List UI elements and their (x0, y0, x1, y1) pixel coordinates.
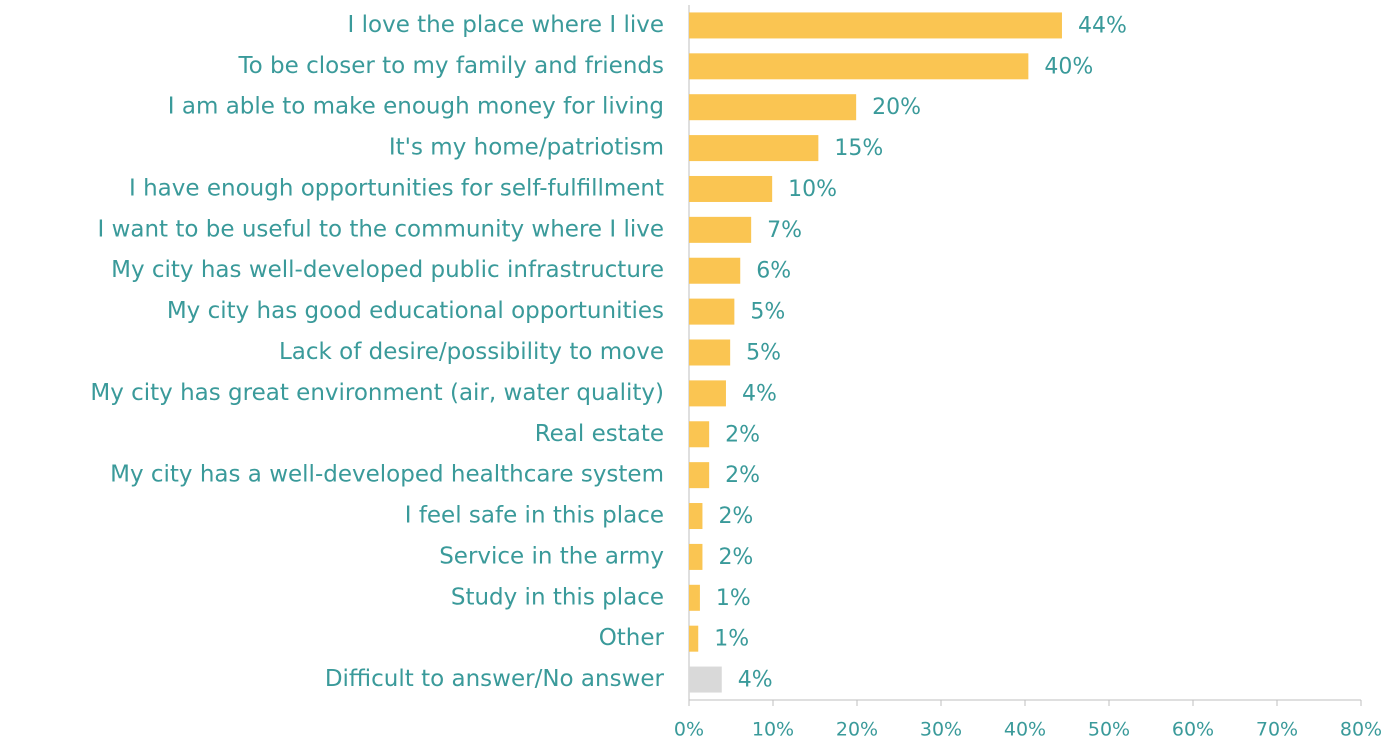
x-tick-label: 0% (674, 719, 704, 740)
x-tick-label: 30% (920, 719, 962, 740)
value-label: 10% (788, 177, 837, 202)
value-label: 20% (872, 95, 921, 120)
value-label: 1% (714, 627, 749, 652)
bar (689, 462, 710, 489)
bar (689, 543, 703, 570)
value-label: 2% (718, 545, 753, 570)
x-tick-label: 20% (836, 719, 878, 740)
category-label: I love the place where I live (348, 12, 664, 38)
bar (689, 216, 752, 243)
category-label: Lack of desire/possibility to move (279, 339, 664, 365)
value-label: 4% (738, 668, 773, 693)
category-label: To be closer to my family and friends (238, 53, 664, 79)
category-label: Difficult to answer/No answer (325, 666, 665, 692)
x-tick-label: 40% (1004, 719, 1046, 740)
x-tick-label: 50% (1088, 719, 1130, 740)
category-label: My city has good educational opportuniti… (167, 298, 664, 324)
bar (689, 339, 731, 366)
value-label: 6% (756, 259, 791, 284)
category-label: Real estate (535, 421, 664, 447)
value-label: 4% (742, 381, 777, 406)
x-tick-label: 60% (1172, 719, 1214, 740)
bar (689, 94, 857, 121)
category-label: Service in the army (439, 543, 664, 569)
category-label: I am able to make enough money for livin… (168, 94, 664, 120)
category-label: My city has well-developed public infras… (111, 257, 664, 283)
value-label: 2% (725, 422, 760, 447)
bar (689, 175, 773, 202)
x-tick-label: 10% (752, 719, 794, 740)
bar (689, 380, 726, 407)
bar (689, 257, 741, 284)
bar (689, 12, 1062, 39)
x-tick-label: 70% (1256, 719, 1298, 740)
value-label: 15% (834, 136, 883, 161)
bar (689, 584, 700, 611)
bar (689, 298, 735, 325)
category-label: Other (599, 625, 665, 651)
value-label: 44% (1078, 13, 1127, 38)
bar (689, 421, 710, 448)
category-label: I have enough opportunities for self-ful… (129, 175, 664, 201)
bar (689, 625, 699, 652)
value-label: 1% (716, 586, 751, 611)
value-label: 7% (767, 218, 802, 243)
category-label: My city has a well-developed healthcare … (110, 462, 664, 488)
value-label: 2% (718, 504, 753, 529)
category-label: My city has great environment (air, wate… (90, 380, 664, 406)
value-label: 5% (746, 341, 781, 366)
category-label: Study in this place (451, 584, 664, 610)
bar (689, 135, 819, 162)
value-label: 5% (750, 300, 785, 325)
value-label: 2% (725, 463, 760, 488)
bar (689, 53, 1029, 80)
x-tick-label: 80% (1340, 719, 1382, 740)
category-label: It's my home/patriotism (389, 135, 664, 161)
category-label: I feel safe in this place (405, 503, 664, 529)
category-label: I want to be useful to the community whe… (97, 216, 664, 242)
bar (689, 666, 722, 693)
bar (689, 503, 703, 530)
value-label: 40% (1044, 54, 1093, 79)
